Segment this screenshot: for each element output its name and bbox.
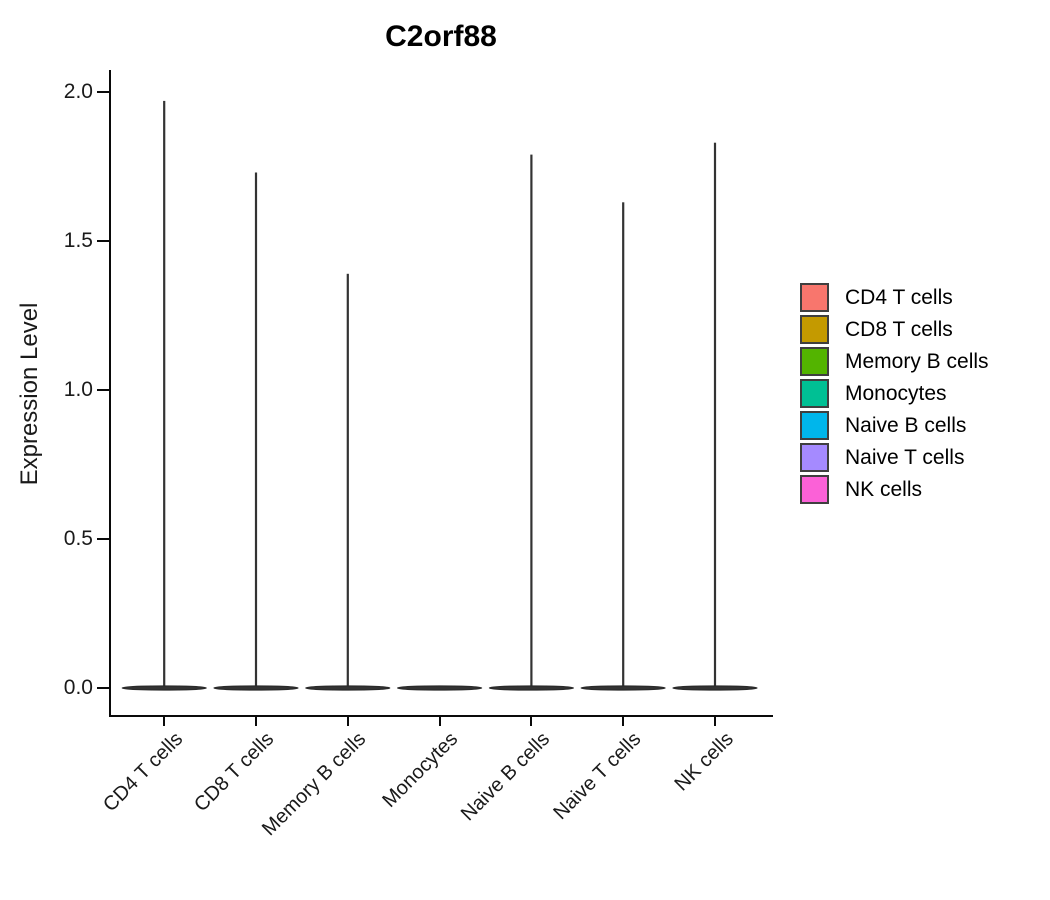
y-tick-mark: [97, 91, 109, 93]
violin-naive-b-cells: [488, 154, 575, 691]
violin-spike: [713, 142, 717, 688]
violin-spike: [163, 100, 166, 688]
legend-item: Monocytes: [800, 379, 989, 408]
legend: CD4 T cells CD8 T cells Memory B cells Mono…: [800, 283, 989, 507]
y-tick-label: 1.5: [63, 229, 93, 252]
violin-naive-t-cells: [580, 202, 666, 691]
y-tick-mark: [97, 538, 109, 540]
violin-nk-cells: [672, 142, 758, 691]
violin-cd8-t-cells: [213, 172, 299, 691]
x-tick-mark: [438, 717, 441, 726]
legend-label: Memory B cells: [845, 349, 989, 373]
violin-base: [213, 685, 299, 691]
legend-key-swatch: [800, 411, 829, 440]
x-tick-mark: [622, 717, 625, 726]
legend-key-swatch: [800, 443, 829, 472]
x-tick-mark: [255, 717, 257, 726]
violin-spike: [346, 273, 349, 688]
legend-key-swatch: [800, 315, 829, 344]
y-tick-label: 0.5: [63, 527, 93, 550]
violin-base: [305, 685, 391, 691]
legend-label: Naive B cells: [845, 413, 967, 437]
legend-item: CD8 T cells: [800, 315, 989, 344]
x-tick-mark: [530, 717, 533, 726]
violin-spike: [254, 172, 258, 688]
y-tick-mark: [97, 389, 109, 391]
violin-memory-b-cells: [305, 273, 391, 691]
y-tick-mark: [97, 687, 109, 689]
legend-item: NK cells: [800, 475, 989, 504]
legend-key-swatch: [800, 379, 829, 408]
violin-base: [580, 685, 666, 691]
y-tick-mark: [97, 240, 109, 242]
legend-label: Monocytes: [845, 381, 947, 405]
x-axis-line: [109, 715, 773, 717]
plot-title: C2orf88: [385, 20, 497, 53]
legend-item: Naive T cells: [800, 443, 989, 472]
legend-key-swatch: [800, 347, 829, 376]
y-axis-line: [109, 70, 111, 717]
y-tick-label: 2.0: [63, 80, 93, 103]
legend-item: Memory B cells: [800, 347, 989, 376]
violin-base: [397, 685, 483, 691]
legend-label: CD8 T cells: [845, 317, 953, 341]
x-tick-mark: [714, 717, 716, 726]
legend-label: Naive T cells: [845, 445, 965, 469]
legend-key-swatch: [800, 475, 829, 504]
violin-spike: [530, 154, 533, 689]
violin-cd4-t-cells: [121, 100, 207, 691]
legend-item: Naive B cells: [800, 411, 989, 440]
legend-label: NK cells: [845, 477, 923, 501]
legend-item: CD4 T cells: [800, 283, 989, 312]
x-tick-mark: [163, 717, 166, 726]
legend-label: CD4 T cells: [845, 285, 953, 309]
legend-key-swatch: [800, 283, 829, 312]
violin-monocytes: [397, 685, 483, 691]
y-tick-label: 1.0: [63, 378, 93, 401]
violin-spike: [622, 202, 625, 689]
violin-base: [121, 685, 207, 691]
x-tick-mark: [346, 717, 349, 726]
violin-base: [488, 685, 575, 691]
violin-base: [672, 685, 758, 691]
y-tick-label: 0.0: [63, 676, 93, 699]
